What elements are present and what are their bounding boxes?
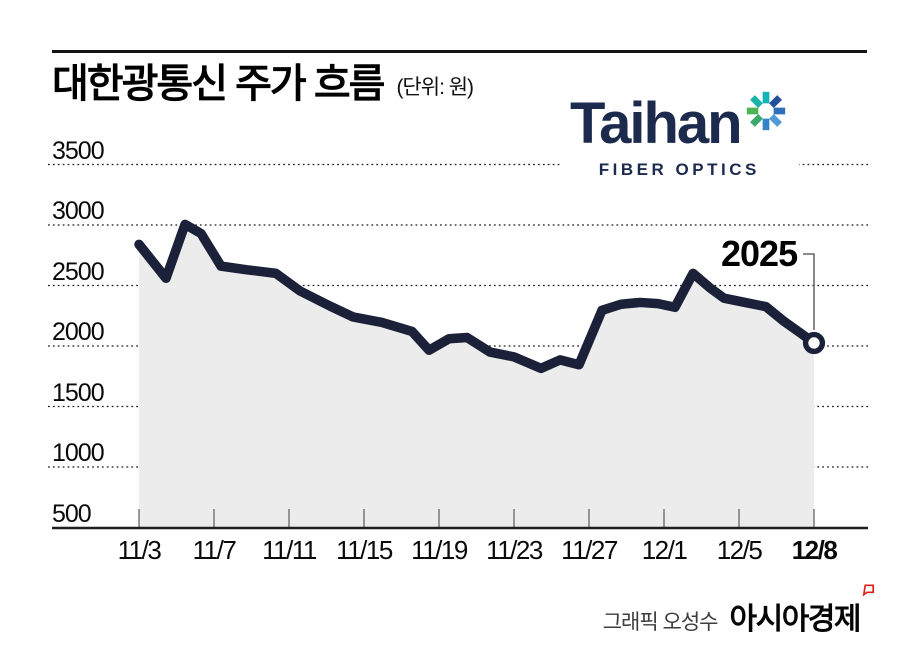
y-axis-label: 1500 xyxy=(52,378,105,407)
credit-graphic: 그래픽 오성수 xyxy=(602,611,719,634)
y-axis-label: 3500 xyxy=(52,136,105,165)
x-axis-label: 11/7 xyxy=(192,535,237,565)
x-axis-label: 12/1 xyxy=(641,535,688,565)
x-axis-label: 12/8 xyxy=(791,535,838,565)
y-axis-label: 500 xyxy=(52,499,92,528)
asterisk-ray xyxy=(768,114,782,127)
asterisk-logo-icon xyxy=(746,91,785,131)
last-price-label: 2025 xyxy=(721,233,798,274)
x-axis-label: 12/5 xyxy=(716,535,763,565)
brand-wrap: 아시아경제 xyxy=(729,584,877,638)
x-axis-label: 11/19 xyxy=(411,535,468,565)
callout-line xyxy=(803,253,815,330)
asterisk-ray xyxy=(768,95,782,108)
y-axis-label: 2000 xyxy=(52,318,105,346)
price-line xyxy=(134,219,819,374)
title-row: 대한광통신 주가 흐름 (단위: 원) xyxy=(52,62,474,107)
x-axis-label: 11/15 xyxy=(336,535,393,565)
unit-label: (단위: 원) xyxy=(396,75,474,99)
logo-subtitle: FIBER OPTICS xyxy=(598,160,760,180)
top-rule xyxy=(52,50,867,53)
asterisk-ray xyxy=(749,95,763,108)
credits: 그래픽 오성수 아시아경제 xyxy=(602,584,877,638)
x-axis-label: 11/27 xyxy=(561,535,618,565)
last-point-marker xyxy=(802,331,826,355)
brand-name: 아시아경제 xyxy=(729,603,862,636)
x-axis-label: 11/23 xyxy=(486,535,543,565)
asterisk-ray xyxy=(749,114,763,127)
x-axis-label: 11/11 xyxy=(262,535,317,565)
y-axis-label: 3000 xyxy=(52,197,105,225)
brand-mark-icon xyxy=(862,584,875,597)
logo-row: Taihan xyxy=(570,90,789,158)
logo-wordmark: Taihan xyxy=(570,91,743,156)
x-axis-label: 11/3 xyxy=(117,535,162,565)
y-axis-label: 2500 xyxy=(52,257,105,286)
page-title: 대한광통신 주가 흐름 xyxy=(52,62,385,106)
taihan-logo: Taihan FIBER OPTICS xyxy=(560,86,799,187)
y-axis-label: 1000 xyxy=(52,439,105,467)
